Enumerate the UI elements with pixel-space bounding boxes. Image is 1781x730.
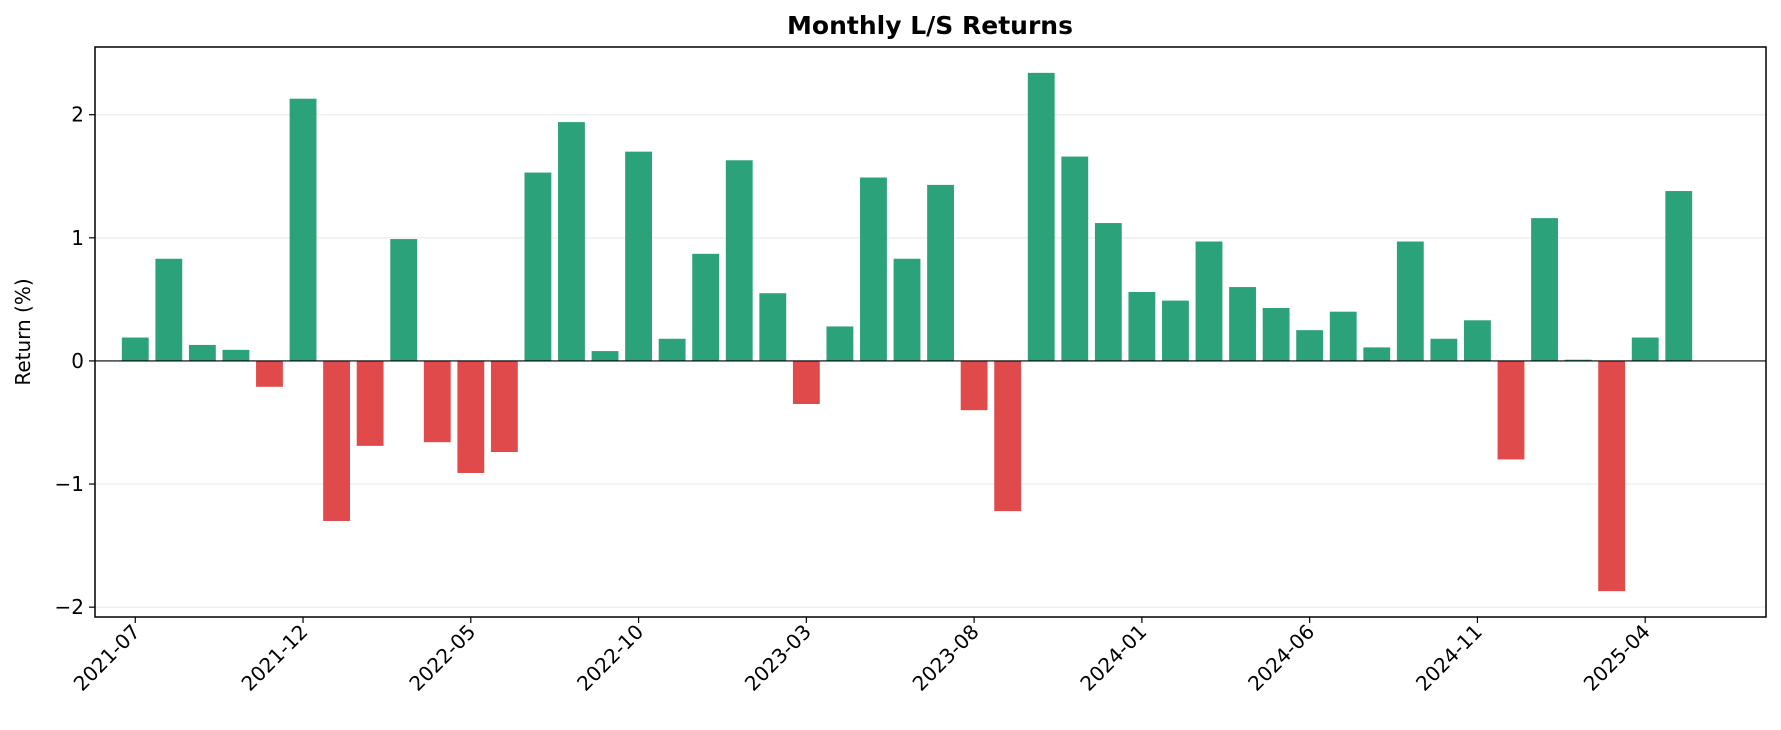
bar-2021-12 bbox=[289, 98, 317, 361]
bar-2022-05 bbox=[457, 360, 485, 473]
bar-2021-08 bbox=[155, 258, 183, 361]
bar-2023-11 bbox=[1061, 156, 1089, 361]
x-tick-label: 2021-07 bbox=[69, 620, 145, 696]
x-tick-label: 2021-12 bbox=[237, 620, 313, 696]
bar-2025-04 bbox=[1631, 337, 1659, 361]
bar-2024-05 bbox=[1262, 307, 1290, 361]
bars bbox=[121, 72, 1693, 592]
x-tick-label: 2025-04 bbox=[1579, 620, 1655, 696]
bar-2024-09 bbox=[1396, 241, 1424, 361]
bar-2023-01 bbox=[725, 160, 753, 361]
bar-2023-12 bbox=[1094, 223, 1122, 361]
y-tick-label: 2 bbox=[71, 103, 84, 127]
bar-2022-12 bbox=[692, 253, 720, 361]
bar-2024-06 bbox=[1296, 330, 1324, 361]
x-tick-label: 2024-01 bbox=[1075, 620, 1151, 696]
bar-2021-11 bbox=[256, 360, 283, 387]
bar-2024-03 bbox=[1195, 241, 1223, 361]
bar-2023-06 bbox=[893, 258, 921, 361]
bar-2024-08 bbox=[1363, 347, 1391, 361]
bar-2022-11 bbox=[658, 338, 686, 361]
bar-2022-03 bbox=[390, 239, 418, 361]
bar-2023-04 bbox=[826, 326, 854, 361]
bar-2022-02 bbox=[356, 360, 384, 446]
y-tick-label: 1 bbox=[71, 226, 84, 250]
x-tick-label: 2023-03 bbox=[740, 620, 816, 696]
bar-2025-03 bbox=[1598, 360, 1626, 592]
bar-2024-12 bbox=[1497, 360, 1525, 460]
bar-2023-05 bbox=[860, 177, 887, 361]
bar-2021-10 bbox=[222, 349, 250, 361]
bar-2024-04 bbox=[1229, 287, 1256, 361]
bar-2021-07 bbox=[121, 337, 149, 361]
bar-2022-09 bbox=[591, 351, 619, 361]
y-tick-label: −1 bbox=[55, 472, 84, 496]
bar-2022-01 bbox=[323, 360, 351, 521]
bar-2022-10 bbox=[625, 151, 652, 361]
bar-2024-02 bbox=[1162, 300, 1189, 361]
bar-2024-11 bbox=[1464, 320, 1491, 361]
bar-2025-02 bbox=[1564, 359, 1592, 361]
bar-2025-05 bbox=[1665, 191, 1693, 361]
y-tick-label: −2 bbox=[55, 595, 84, 619]
bar-2025-01 bbox=[1531, 218, 1558, 361]
bar-2022-07 bbox=[524, 172, 552, 361]
bar-2023-02 bbox=[759, 293, 787, 361]
bar-2022-06 bbox=[490, 360, 518, 453]
x-tick-label: 2022-10 bbox=[572, 620, 648, 696]
bar-2024-10 bbox=[1430, 338, 1458, 361]
bar-2023-07 bbox=[927, 184, 954, 361]
chart-title: Monthly L/S Returns bbox=[787, 11, 1073, 40]
x-tick-label: 2024-06 bbox=[1243, 620, 1319, 696]
bar-2022-08 bbox=[558, 122, 585, 361]
bar-2024-07 bbox=[1329, 311, 1357, 361]
bar-2024-01 bbox=[1128, 291, 1156, 361]
bar-2023-03 bbox=[792, 360, 820, 405]
bar-2022-04 bbox=[423, 360, 451, 443]
bar-2023-09 bbox=[994, 360, 1022, 512]
x-tick-label: 2023-08 bbox=[908, 620, 984, 696]
x-axis: 2021-07 2021-12 2022-05 2022-10 2023-03 2023-… bbox=[69, 617, 1655, 696]
y-tick-label: 0 bbox=[71, 349, 84, 373]
plot-frame bbox=[94, 46, 1767, 618]
bar-2023-10 bbox=[1027, 72, 1055, 361]
x-tick-label: 2022-05 bbox=[404, 620, 480, 696]
y-axis: −2 −1 0 1 2 bbox=[55, 103, 95, 619]
x-tick-label: 2024-11 bbox=[1411, 620, 1487, 696]
y-axis-label: Return (%) bbox=[11, 278, 35, 385]
bar-2023-08 bbox=[960, 360, 988, 411]
bar-2021-09 bbox=[188, 344, 216, 361]
